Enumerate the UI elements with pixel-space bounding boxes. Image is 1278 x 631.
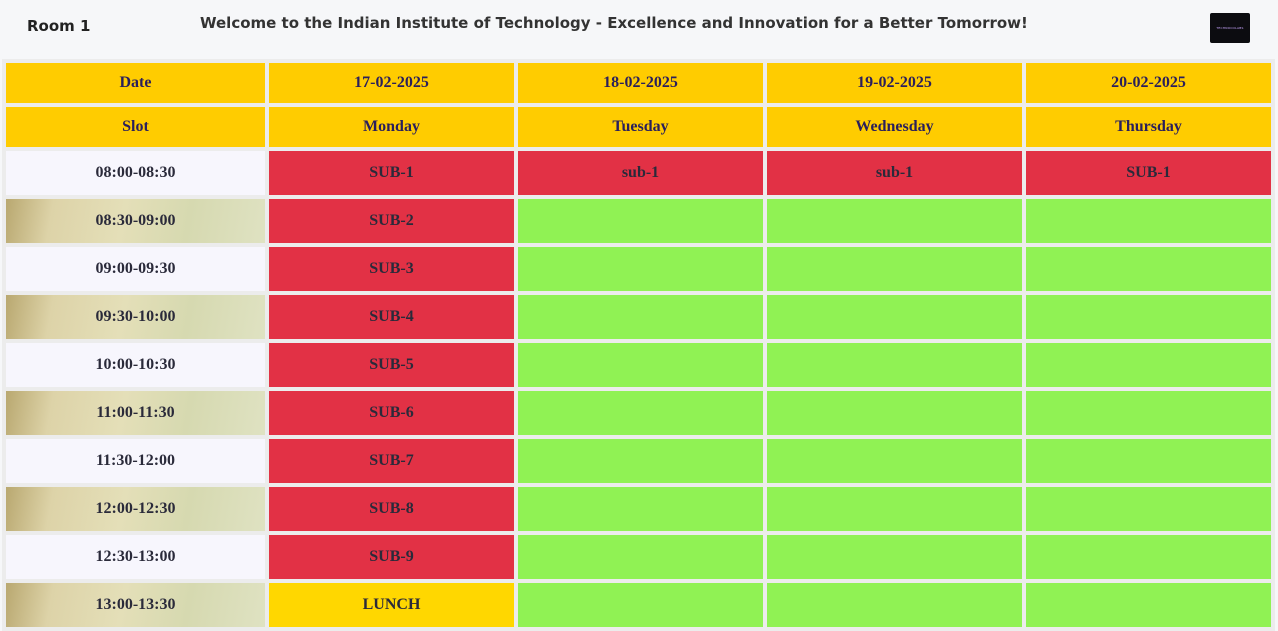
top-bar: Room 1 Welcome to the Indian Institute o… bbox=[0, 0, 1278, 56]
available-cell[interactable] bbox=[1026, 343, 1271, 387]
available-cell[interactable] bbox=[1026, 487, 1271, 531]
available-cell[interactable] bbox=[518, 295, 763, 339]
date-header-row: Date 17-02-2025 18-02-2025 19-02-2025 20… bbox=[6, 63, 1271, 103]
available-cell[interactable] bbox=[1026, 247, 1271, 291]
available-cell[interactable] bbox=[1026, 535, 1271, 579]
logo-wordmark: TECHNOCOLABS bbox=[1216, 26, 1244, 30]
available-cell[interactable] bbox=[767, 487, 1022, 531]
available-cell[interactable] bbox=[1026, 439, 1271, 483]
institute-logo: TECHNOCOLABS bbox=[1210, 13, 1250, 43]
table-row: 08:00-08:30 SUB-1 sub-1 sub-1 SUB-1 bbox=[6, 151, 1271, 195]
available-cell[interactable] bbox=[767, 247, 1022, 291]
table-row: 12:00-12:30 SUB-8 bbox=[6, 487, 1271, 531]
time-slot: 08:30-09:00 bbox=[6, 199, 265, 243]
time-slot: 12:30-13:00 bbox=[6, 535, 265, 579]
available-cell[interactable] bbox=[767, 199, 1022, 243]
time-slot: 08:00-08:30 bbox=[6, 151, 265, 195]
available-cell[interactable] bbox=[767, 583, 1022, 627]
room-title: Room 1 bbox=[27, 17, 91, 35]
date-label: Date bbox=[6, 63, 265, 103]
available-cell[interactable] bbox=[518, 583, 763, 627]
table-row: 09:00-09:30 SUB-3 bbox=[6, 247, 1271, 291]
available-cell[interactable] bbox=[518, 343, 763, 387]
available-cell[interactable] bbox=[1026, 583, 1271, 627]
welcome-banner: Welcome to the Indian Institute of Techn… bbox=[200, 14, 1028, 32]
booked-cell[interactable]: SUB-9 bbox=[269, 535, 514, 579]
table-row: 11:30-12:00 SUB-7 bbox=[6, 439, 1271, 483]
time-slot: 12:00-12:30 bbox=[6, 487, 265, 531]
day-cell: Monday bbox=[269, 107, 514, 147]
time-slot: 13:00-13:30 bbox=[6, 583, 265, 627]
date-cell: 20-02-2025 bbox=[1026, 63, 1271, 103]
available-cell[interactable] bbox=[518, 247, 763, 291]
booked-cell[interactable]: SUB-4 bbox=[269, 295, 514, 339]
booked-cell[interactable]: SUB-6 bbox=[269, 391, 514, 435]
booked-cell[interactable]: sub-1 bbox=[518, 151, 763, 195]
booked-cell[interactable]: SUB-5 bbox=[269, 343, 514, 387]
table-row: 12:30-13:00 SUB-9 bbox=[6, 535, 1271, 579]
day-header-row: Slot Monday Tuesday Wednesday Thursday bbox=[6, 107, 1271, 147]
table-row: 08:30-09:00 SUB-2 bbox=[6, 199, 1271, 243]
table-row: 10:00-10:30 SUB-5 bbox=[6, 343, 1271, 387]
available-cell[interactable] bbox=[767, 391, 1022, 435]
booked-cell[interactable]: SUB-7 bbox=[269, 439, 514, 483]
date-cell: 19-02-2025 bbox=[767, 63, 1022, 103]
available-cell[interactable] bbox=[518, 487, 763, 531]
date-cell: 18-02-2025 bbox=[518, 63, 763, 103]
date-cell: 17-02-2025 bbox=[269, 63, 514, 103]
available-cell[interactable] bbox=[767, 535, 1022, 579]
available-cell[interactable] bbox=[518, 439, 763, 483]
available-cell[interactable] bbox=[518, 199, 763, 243]
available-cell[interactable] bbox=[1026, 199, 1271, 243]
slot-label: Slot bbox=[6, 107, 265, 147]
available-cell[interactable] bbox=[1026, 391, 1271, 435]
available-cell[interactable] bbox=[767, 343, 1022, 387]
time-slot: 09:00-09:30 bbox=[6, 247, 265, 291]
table-row: 09:30-10:00 SUB-4 bbox=[6, 295, 1271, 339]
available-cell[interactable] bbox=[767, 439, 1022, 483]
timetable: Date 17-02-2025 18-02-2025 19-02-2025 20… bbox=[2, 59, 1275, 631]
booked-cell[interactable]: SUB-2 bbox=[269, 199, 514, 243]
time-slot: 10:00-10:30 bbox=[6, 343, 265, 387]
booked-cell[interactable]: SUB-8 bbox=[269, 487, 514, 531]
time-slot: 11:00-11:30 bbox=[6, 391, 265, 435]
booked-cell[interactable]: SUB-1 bbox=[269, 151, 514, 195]
lunch-cell: LUNCH bbox=[269, 583, 514, 627]
day-cell: Wednesday bbox=[767, 107, 1022, 147]
available-cell[interactable] bbox=[518, 535, 763, 579]
time-slot: 11:30-12:00 bbox=[6, 439, 265, 483]
available-cell[interactable] bbox=[1026, 295, 1271, 339]
booked-cell[interactable]: SUB-1 bbox=[1026, 151, 1271, 195]
table-row: 11:00-11:30 SUB-6 bbox=[6, 391, 1271, 435]
booked-cell[interactable]: SUB-3 bbox=[269, 247, 514, 291]
day-cell: Tuesday bbox=[518, 107, 763, 147]
time-slot: 09:30-10:00 bbox=[6, 295, 265, 339]
available-cell[interactable] bbox=[518, 391, 763, 435]
booked-cell[interactable]: sub-1 bbox=[767, 151, 1022, 195]
day-cell: Thursday bbox=[1026, 107, 1271, 147]
table-row: 13:00-13:30 LUNCH bbox=[6, 583, 1271, 627]
available-cell[interactable] bbox=[767, 295, 1022, 339]
